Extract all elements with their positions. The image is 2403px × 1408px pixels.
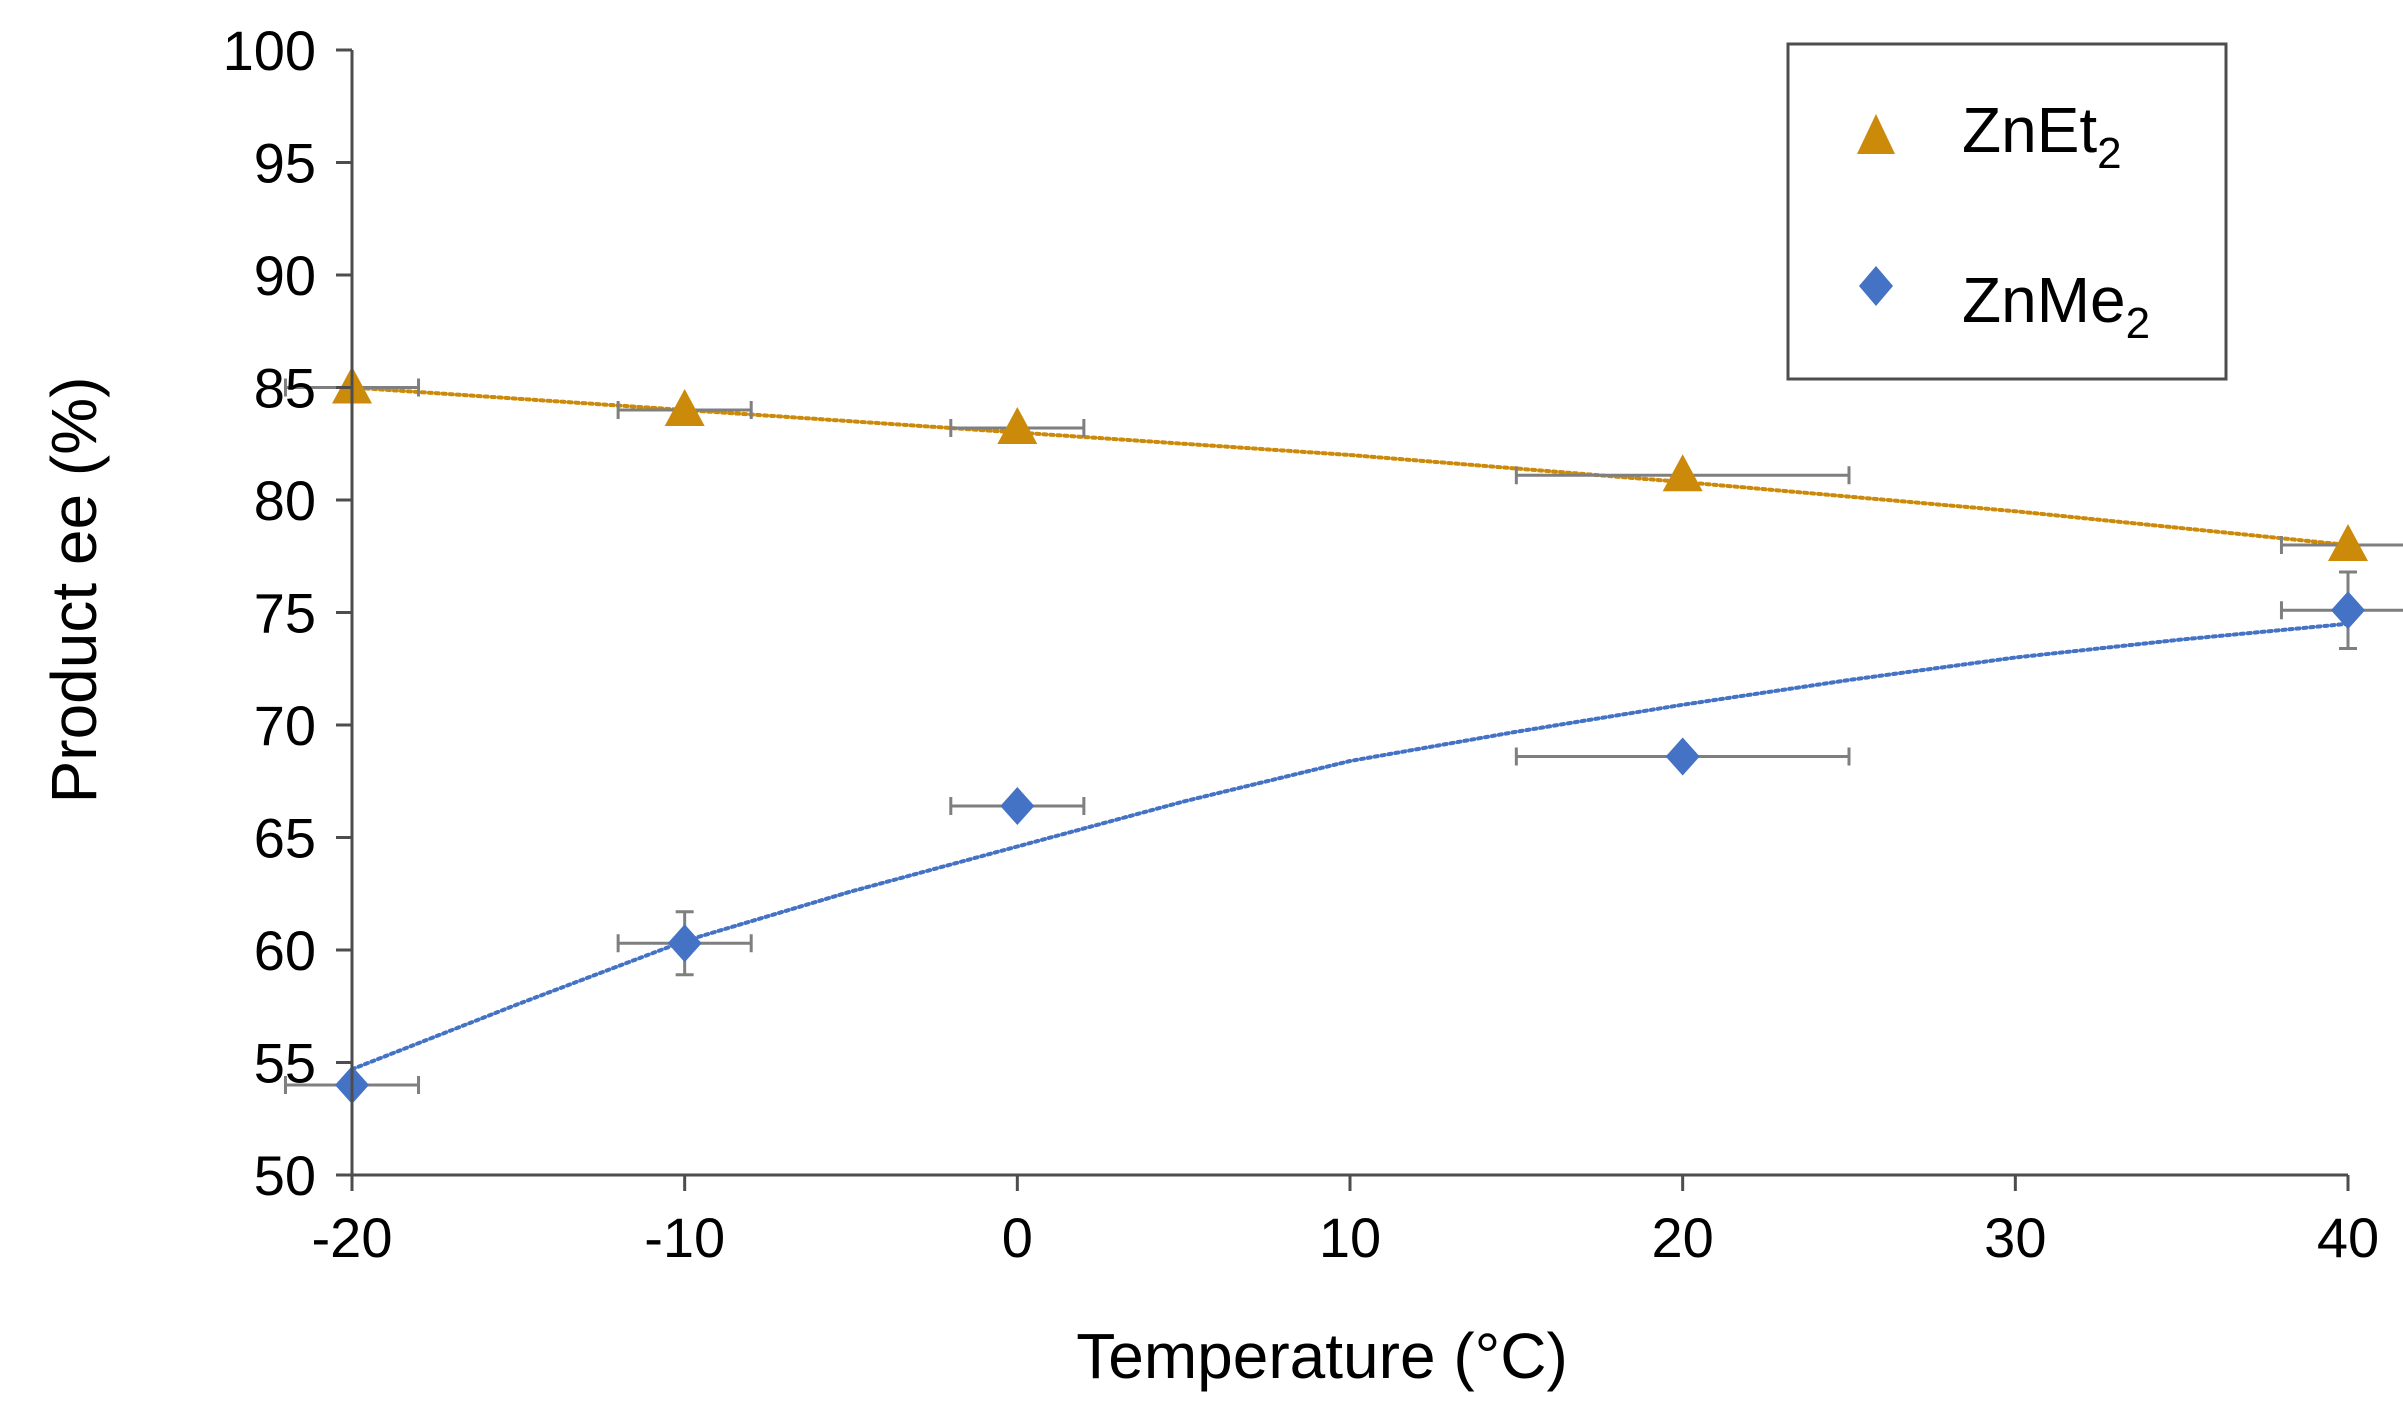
trendlines xyxy=(350,385,2350,1072)
data-point-znme2 xyxy=(1665,737,1700,776)
x-tick-label: -20 xyxy=(312,1206,393,1269)
legend: ZnEt2 ZnMe2 xyxy=(1786,42,2228,381)
error-bars xyxy=(283,378,2403,1094)
markers xyxy=(332,366,2368,1104)
y-axis-title: Product ee (%) xyxy=(38,377,110,804)
x-tick-label: 0 xyxy=(1002,1206,1033,1269)
legend-marker-zn-me2 xyxy=(1859,266,1893,306)
trendline-znme2 xyxy=(350,621,2350,1072)
y-tick-label: 50 xyxy=(254,1144,316,1207)
y-tick-label: 85 xyxy=(254,357,316,420)
y-tick-label: 75 xyxy=(254,582,316,645)
legend-label-zn-et2: ZnEt2 xyxy=(1962,94,2122,178)
y-tick-label: 100 xyxy=(223,19,316,82)
data-point-znet2 xyxy=(664,389,705,426)
legend-label-zn-me2: ZnMe2 xyxy=(1962,264,2150,348)
x-tick-label: 40 xyxy=(2317,1206,2379,1269)
y-tick-label: 70 xyxy=(254,694,316,757)
data-point-znet2 xyxy=(997,407,1038,444)
legend-marker-zn-et2 xyxy=(1857,114,1895,154)
y-tick-label: 90 xyxy=(254,244,316,307)
y-tick-label: 80 xyxy=(254,469,316,532)
legend-box xyxy=(1786,42,2228,381)
y-tick-label: 60 xyxy=(254,919,316,982)
y-tick-label: 95 xyxy=(254,132,316,195)
data-point-znme2 xyxy=(1000,787,1035,825)
data-point-znme2 xyxy=(2331,591,2365,630)
plot-area xyxy=(283,366,2403,1104)
y-ticks: 50 55 60 65 70 75 80 85 90 95 100 xyxy=(223,19,352,1207)
x-tick-label: 20 xyxy=(1652,1206,1714,1269)
data-point-znet2 xyxy=(2328,524,2368,561)
y-tick-label: 55 xyxy=(254,1032,316,1095)
data-point-znme2 xyxy=(667,924,702,963)
x-ticks: -20 -10 0 10 20 30 40 xyxy=(312,1175,2379,1269)
x-axis-title: Temperature (°C) xyxy=(1076,1320,1568,1392)
x-tick-label: 30 xyxy=(1984,1206,2046,1269)
data-point-znet2 xyxy=(1662,454,1703,492)
x-tick-label: -10 xyxy=(644,1206,725,1269)
y-tick-label: 65 xyxy=(254,807,316,870)
x-tick-label: 10 xyxy=(1319,1206,1381,1269)
axes: 50 55 60 65 70 75 80 85 90 95 100 -20 -10 0 10 20 30 40 xyxy=(223,19,2380,1269)
